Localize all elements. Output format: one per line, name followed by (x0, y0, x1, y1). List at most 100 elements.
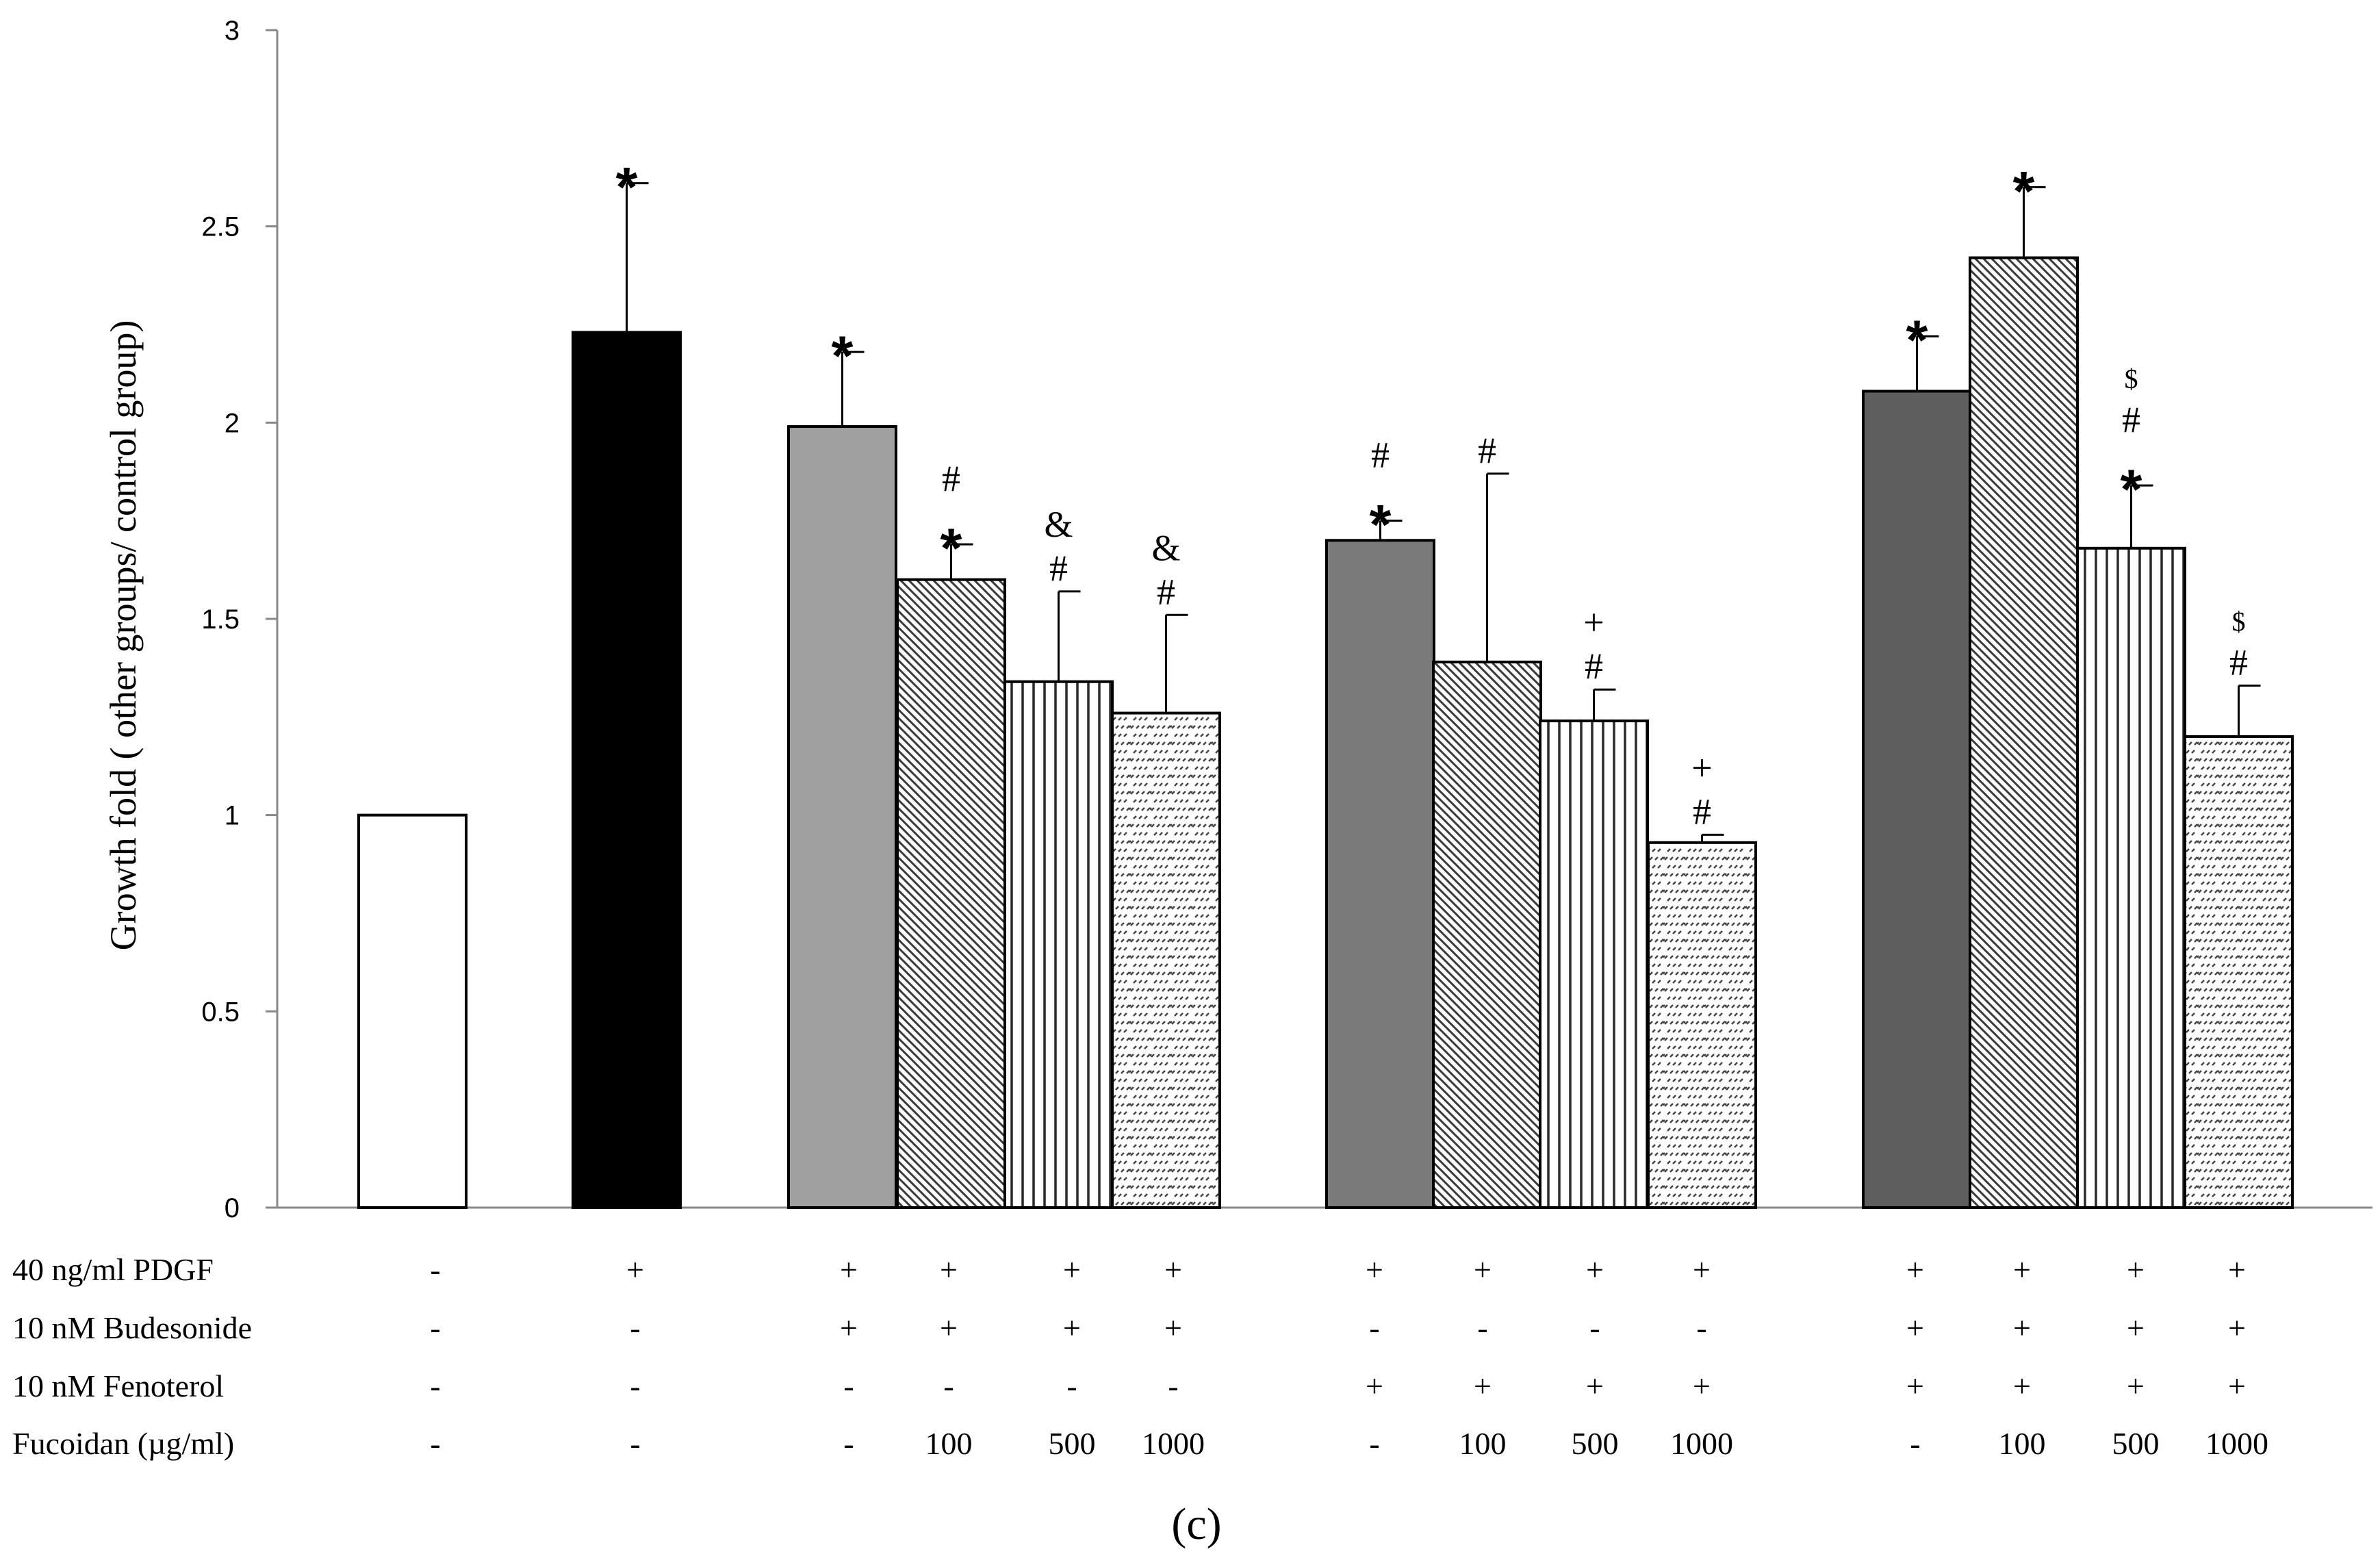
condition-cell: 1000 (2205, 1426, 2268, 1461)
significance-mark: $ (2232, 606, 2246, 637)
condition-cell: + (2228, 1252, 2246, 1287)
condition-cell: + (1586, 1368, 1604, 1403)
condition-cell: + (1906, 1368, 1924, 1403)
condition-cell: - (1369, 1310, 1379, 1345)
condition-cell: + (1474, 1252, 1492, 1287)
condition-cell: 1000 (1142, 1426, 1205, 1461)
condition-cell: + (840, 1252, 858, 1287)
condition-cell: + (2013, 1252, 2031, 1287)
bars: ***##&#& *# ##+#+***#$#$ (357, 157, 2294, 1210)
condition-cell: - (843, 1426, 854, 1461)
significance-mark: # (2122, 399, 2140, 440)
condition-cell: + (1164, 1252, 1182, 1287)
significance-mark: * (1370, 494, 1392, 557)
bar-13 (2076, 546, 2186, 1209)
significance-mark: # (1049, 548, 1068, 589)
condition-cell: + (2127, 1368, 2145, 1403)
condition-cell: - (430, 1252, 440, 1287)
significance-mark: $ (2125, 364, 2138, 394)
bar-2 (572, 331, 682, 1209)
bar-8 (1432, 661, 1542, 1209)
condition-cell: 500 (1572, 1426, 1619, 1461)
significance-mark: + (1691, 747, 1712, 788)
bar-3 (787, 425, 897, 1209)
significance-mark: * (2013, 160, 2035, 222)
condition-cell: + (840, 1310, 858, 1345)
bar-10 (1647, 841, 1757, 1210)
significance-mark: # (1371, 435, 1390, 476)
significance-mark: * (941, 518, 962, 580)
significance-mark: * (616, 157, 638, 219)
condition-cell: - (1589, 1310, 1600, 1345)
condition-cell: + (1474, 1368, 1492, 1403)
significance-mark: & (1044, 504, 1073, 545)
condition-cell: + (1906, 1310, 1924, 1345)
condition-cell: + (1366, 1368, 1383, 1403)
row-label-fenoterol: 10 nM Fenoterol (12, 1368, 224, 1403)
condition-cell: + (1063, 1252, 1081, 1287)
significance-mark: # (942, 458, 960, 499)
bar-5 (1003, 680, 1114, 1209)
row-label-pdgf: 40 ng/ml PDGF (12, 1252, 214, 1287)
condition-cell: - (1910, 1426, 1920, 1461)
condition-cell: + (1366, 1252, 1383, 1287)
condition-table: 40 ng/ml PDGF 10 nM Budesonide 10 nM Fen… (12, 1252, 2268, 1461)
condition-cell: 1000 (1670, 1426, 1733, 1461)
y-axis-label: Growth fold ( other groups/ control grou… (103, 320, 144, 951)
y-tick-label: 2.5 (201, 212, 240, 242)
y-tick-label: 3 (225, 16, 240, 46)
significance-mark: # (1478, 430, 1496, 471)
condition-cell: - (1066, 1368, 1077, 1403)
y-tick-label: 2 (225, 408, 240, 438)
condition-cell: - (1369, 1426, 1379, 1461)
y-ticks: 0 0.5 1 1.5 2 2.5 3 (201, 16, 277, 1223)
significance-mark: # (1157, 571, 1175, 612)
condition-cell: + (1906, 1252, 1924, 1287)
condition-cell: + (2127, 1310, 2145, 1345)
y-tick-label: 1 (225, 801, 240, 831)
bar-11 (1862, 390, 1972, 1209)
condition-cell: - (430, 1368, 440, 1403)
bar-6 (1111, 711, 1221, 1209)
significance-mark: + (1583, 602, 1604, 643)
bar-4 (896, 578, 1006, 1209)
condition-cell: 500 (1049, 1426, 1096, 1461)
bar-1 (357, 813, 468, 1209)
condition-cell: 100 (925, 1426, 973, 1461)
significance-mark: * (832, 325, 854, 387)
bar-9 (1539, 719, 1649, 1209)
condition-cell: + (2013, 1368, 2031, 1403)
condition-cell: + (1693, 1368, 1711, 1403)
significance-mark: & (1151, 527, 1180, 568)
condition-cell: 100 (1999, 1426, 2046, 1461)
significance-mark: # (1693, 791, 1711, 832)
condition-cell: - (630, 1368, 640, 1403)
y-tick-label: 1.5 (201, 604, 240, 635)
condition-cell: - (630, 1426, 640, 1461)
significance-mark: # (1585, 646, 1603, 687)
condition-cell: - (1168, 1368, 1178, 1403)
row-label-fucoidan: Fucoidan (µg/ml) (12, 1426, 234, 1461)
condition-cell: - (430, 1426, 440, 1461)
bar-7 (1325, 539, 1435, 1209)
condition-cell: - (630, 1310, 640, 1345)
condition-cell: + (2228, 1368, 2246, 1403)
condition-cell: + (1586, 1252, 1604, 1287)
significance-mark: # (2229, 641, 2248, 683)
condition-cell: - (430, 1310, 440, 1345)
condition-cell: - (1696, 1310, 1706, 1345)
row-label-budesonide: 10 nM Budesonide (12, 1310, 252, 1345)
y-tick-label: 0.5 (201, 997, 240, 1027)
condition-cell: - (1477, 1310, 1487, 1345)
condition-cell: + (2013, 1310, 2031, 1345)
condition-cell: 500 (2112, 1426, 2160, 1461)
condition-cell: - (943, 1368, 954, 1403)
panel-label: (c) (1171, 1499, 1221, 1549)
condition-cell: + (2127, 1252, 2145, 1287)
y-tick-label: 0 (225, 1193, 240, 1223)
bar-12 (1969, 256, 2079, 1209)
condition-cell: - (843, 1368, 854, 1403)
significance-mark: * (1906, 309, 1928, 372)
condition-cell: 100 (1459, 1426, 1507, 1461)
